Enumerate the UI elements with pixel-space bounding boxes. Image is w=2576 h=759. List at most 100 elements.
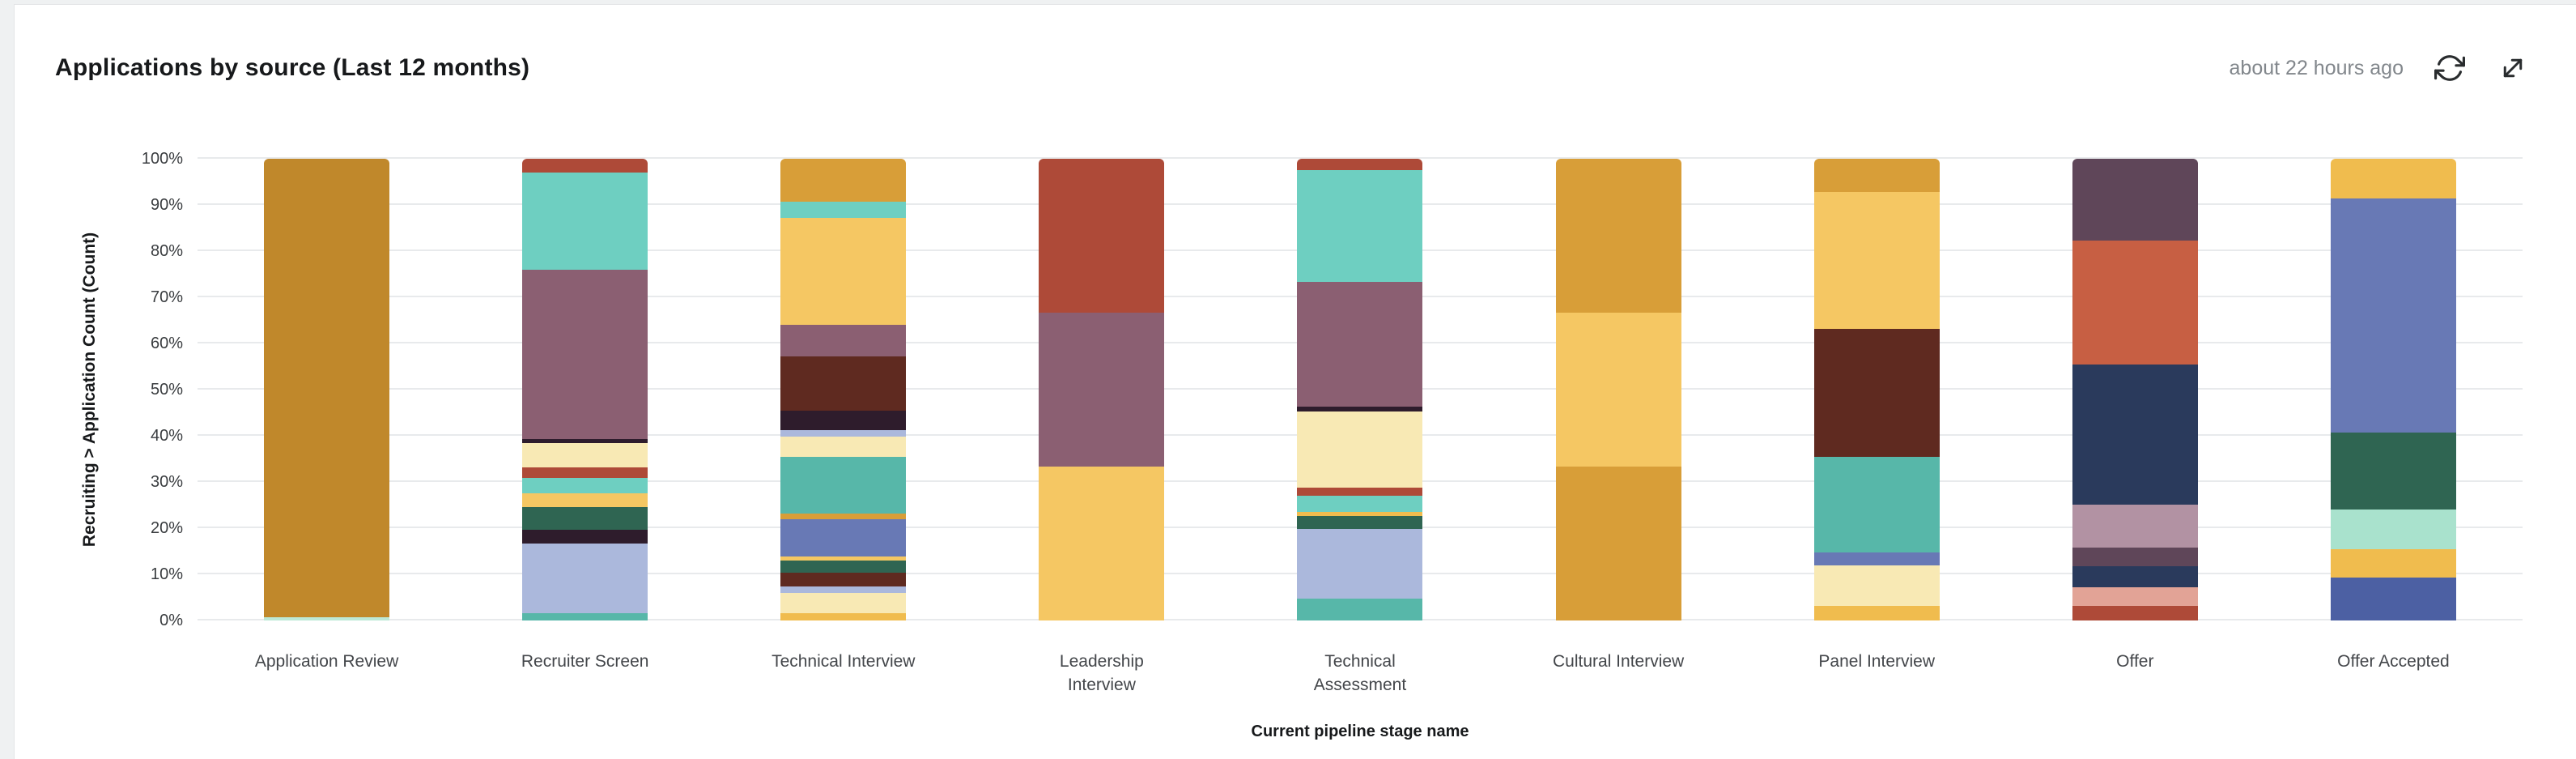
- bar-segment[interactable]: [1555, 159, 1681, 313]
- bar-segment[interactable]: [2330, 509, 2456, 549]
- bar-segment[interactable]: [522, 173, 648, 270]
- bar-segment[interactable]: [1813, 192, 1940, 330]
- bar-segment[interactable]: [1555, 312, 1681, 467]
- bar-segment[interactable]: [1555, 467, 1681, 620]
- x-tick-label: Panel Interview: [1818, 652, 1935, 671]
- y-tick-label: 40%: [150, 427, 183, 445]
- bar-segment[interactable]: [264, 617, 390, 620]
- bar-segment[interactable]: [264, 159, 390, 618]
- bar-segment[interactable]: [780, 456, 907, 514]
- bar-segment[interactable]: [780, 159, 907, 203]
- bar-segment[interactable]: [522, 443, 648, 467]
- gridline: [198, 157, 2523, 159]
- stacked-bar[interactable]: [2072, 159, 2198, 620]
- bar-segment[interactable]: [522, 438, 648, 444]
- bar-segment[interactable]: [780, 437, 907, 457]
- bar-segment[interactable]: [1039, 312, 1165, 467]
- bar-segment[interactable]: [522, 529, 648, 544]
- bar-segment[interactable]: [2072, 159, 2198, 241]
- refresh-button[interactable]: [2433, 51, 2467, 85]
- y-tick-label: 70%: [150, 288, 183, 306]
- bar-segment[interactable]: [522, 269, 648, 439]
- bar-segment[interactable]: [2330, 433, 2456, 510]
- bar-segment[interactable]: [2072, 504, 2198, 548]
- stacked-bar[interactable]: [2330, 159, 2456, 620]
- bar-segment[interactable]: [522, 478, 648, 493]
- x-tick-label: Cultural Interview: [1552, 652, 1685, 671]
- bar-segment[interactable]: [522, 612, 648, 620]
- y-tick-label: 0%: [159, 612, 183, 629]
- bar-slot: [1748, 159, 2006, 620]
- bar-segment[interactable]: [2072, 586, 2198, 607]
- bar-segment[interactable]: [780, 592, 907, 614]
- bar-segment[interactable]: [780, 586, 907, 593]
- bar-segment[interactable]: [780, 430, 907, 437]
- bar-segment[interactable]: [522, 506, 648, 530]
- category-cell: Recruiter Screen: [456, 650, 714, 697]
- bar-segment[interactable]: [2330, 548, 2456, 578]
- bar-segment[interactable]: [780, 356, 907, 411]
- bar-segment[interactable]: [522, 544, 648, 613]
- bar-segment[interactable]: [522, 467, 648, 479]
- bar-segment[interactable]: [1813, 605, 1940, 620]
- stacked-bar[interactable]: [1039, 159, 1165, 620]
- bar-segment[interactable]: [1297, 599, 1423, 620]
- bar-segment[interactable]: [2072, 547, 2198, 567]
- bar-segment[interactable]: [1813, 159, 1940, 193]
- x-tick-label: Technical Interview: [772, 652, 916, 671]
- bar-segment[interactable]: [1297, 528, 1423, 599]
- bar-segment[interactable]: [780, 514, 907, 520]
- refresh-icon: [2434, 55, 2465, 81]
- bar-segment[interactable]: [780, 560, 907, 573]
- bar-segment[interactable]: [1297, 169, 1423, 283]
- bar-segment[interactable]: [1297, 488, 1423, 497]
- category-cell: Technical Interview: [714, 650, 972, 697]
- x-tick-label: Offer Accepted: [2337, 652, 2450, 671]
- bar-segment[interactable]: [2330, 198, 2456, 433]
- y-tick-label: 10%: [150, 565, 183, 583]
- x-tick-label: Leadership Interview: [1059, 652, 1144, 695]
- bar-segment[interactable]: [780, 324, 907, 357]
- bar-segment[interactable]: [2330, 578, 2456, 620]
- bar-segment[interactable]: [1039, 159, 1165, 313]
- stacked-bar[interactable]: [522, 159, 648, 620]
- bar-segment[interactable]: [780, 202, 907, 218]
- bar-segment[interactable]: [2072, 566, 2198, 587]
- expand-button[interactable]: [2496, 51, 2530, 85]
- stacked-bar[interactable]: [1555, 159, 1681, 620]
- bar-segment[interactable]: [780, 613, 907, 620]
- bar-segment[interactable]: [1297, 411, 1423, 488]
- bar-segment[interactable]: [780, 410, 907, 431]
- bar-segment[interactable]: [780, 519, 907, 556]
- bar-segment[interactable]: [780, 217, 907, 325]
- bar-segment[interactable]: [1813, 552, 1940, 565]
- bar-segment[interactable]: [780, 572, 907, 586]
- bar-segment[interactable]: [2330, 159, 2456, 199]
- bar-segment[interactable]: [1039, 466, 1165, 620]
- bar-segment[interactable]: [780, 556, 907, 561]
- bar-segment[interactable]: [1813, 329, 1940, 457]
- x-axis-title: Current pipeline stage name: [1251, 723, 1469, 740]
- y-tick-label: 80%: [150, 242, 183, 260]
- bar-segment[interactable]: [1297, 496, 1423, 512]
- bar-segment[interactable]: [522, 159, 648, 173]
- stacked-bar[interactable]: [264, 159, 390, 620]
- bar-segment[interactable]: [1297, 406, 1423, 411]
- card-header: Applications by source (Last 12 months) …: [55, 47, 2530, 89]
- bar-segment[interactable]: [2072, 365, 2198, 505]
- bar-segment[interactable]: [1813, 565, 1940, 606]
- bar-segment[interactable]: [1297, 282, 1423, 407]
- bar-slot: [198, 159, 456, 620]
- bar-segment[interactable]: [1297, 511, 1423, 516]
- bar-segment[interactable]: [1297, 515, 1423, 529]
- stacked-bar[interactable]: [780, 159, 907, 620]
- bar-segment[interactable]: [1813, 456, 1940, 552]
- expand-icon: [2503, 58, 2523, 78]
- stacked-bar[interactable]: [1813, 159, 1940, 620]
- bar-segment[interactable]: [1297, 159, 1423, 170]
- bar-segment[interactable]: [2072, 606, 2198, 620]
- bar-segment[interactable]: [522, 492, 648, 507]
- bar-segment[interactable]: [2072, 240, 2198, 365]
- category-cell: Offer: [2006, 650, 2264, 697]
- stacked-bar[interactable]: [1297, 159, 1423, 620]
